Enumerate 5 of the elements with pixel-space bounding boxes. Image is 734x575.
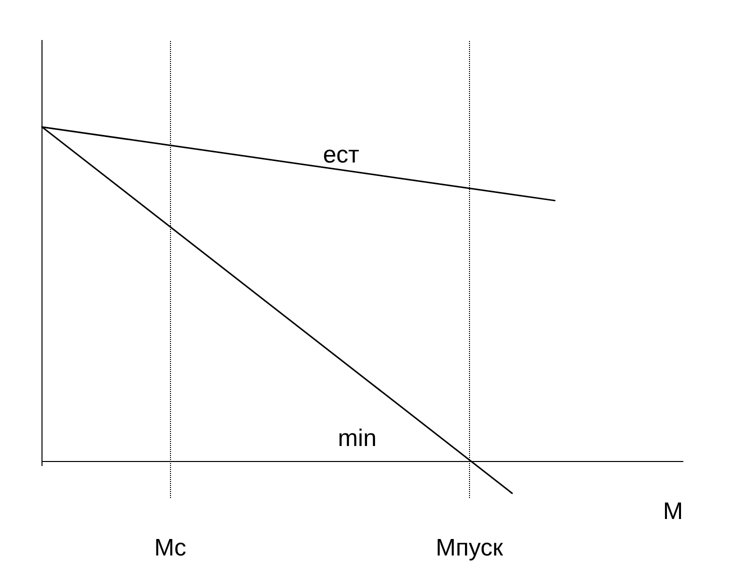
series-label: ест [322, 142, 360, 169]
series-label: min [338, 424, 377, 452]
x-tick-label: Мпуск [436, 534, 504, 562]
x-tick-label: Mc [154, 534, 186, 562]
x-axis-title: M [663, 498, 683, 525]
